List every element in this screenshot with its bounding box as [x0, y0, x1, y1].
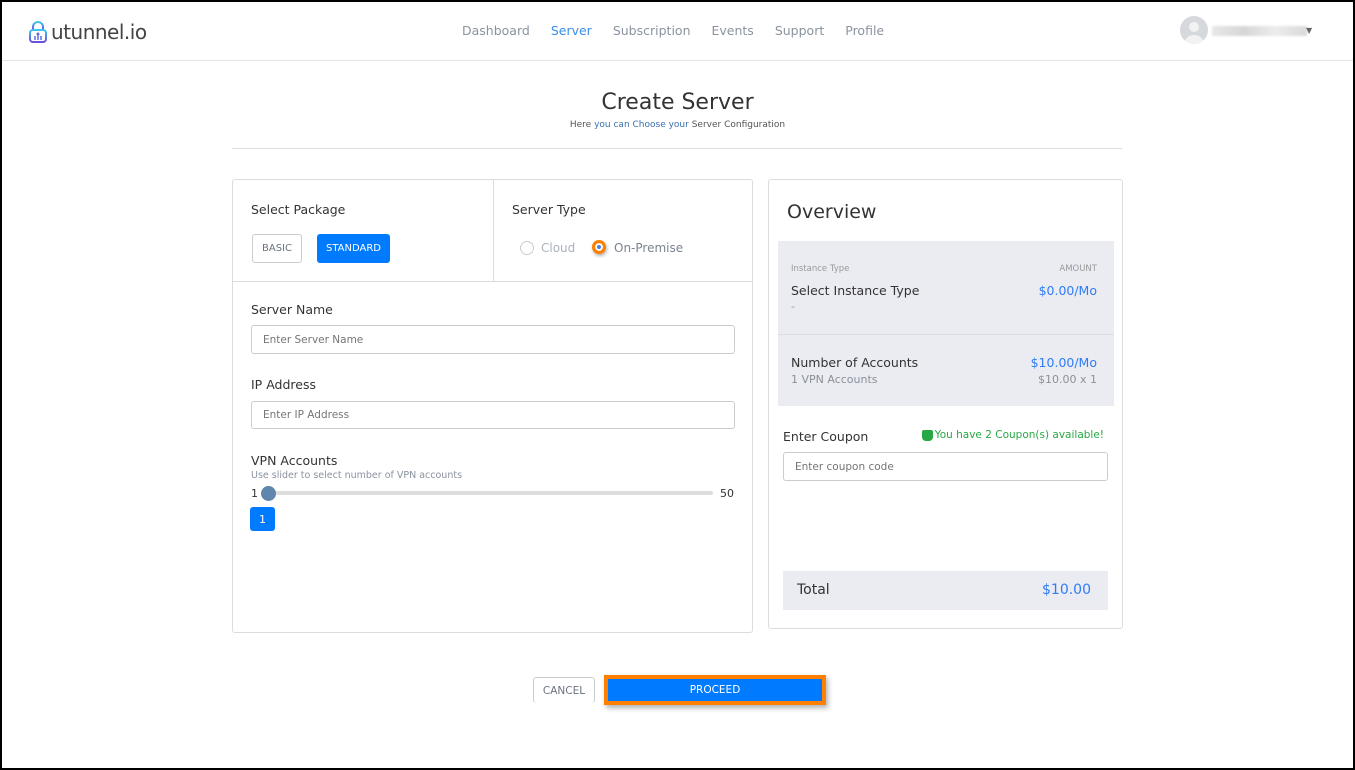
main-nav: Dashboard Server Subscription Events Sup…	[462, 23, 884, 38]
divider	[233, 281, 752, 282]
vpn-slider-track[interactable]	[262, 491, 713, 495]
avatar[interactable]	[1180, 16, 1208, 44]
coupon-tag-icon	[921, 429, 933, 441]
brand-name: utunnel.io	[51, 20, 147, 44]
vpn-hint: Use slider to select number of VPN accou…	[251, 470, 463, 481]
brand-logo[interactable]: utunnel.io	[29, 20, 147, 44]
instance-amount: $0.00/Mo	[1038, 283, 1097, 298]
cancel-button[interactable]: CANCEL	[533, 677, 595, 703]
total-row	[783, 571, 1108, 610]
total-label: Total	[797, 582, 830, 598]
server-name-label: Server Name	[251, 302, 333, 317]
accounts-label: Number of Accounts	[791, 355, 919, 370]
accounts-calc: $10.00 x 1	[1038, 373, 1097, 386]
slider-max: 50	[720, 487, 734, 500]
chevron-down-icon[interactable]: ▼	[1306, 26, 1313, 35]
nav-server[interactable]: Server	[550, 23, 592, 38]
accounts-sub: 1 VPN Accounts	[791, 373, 878, 386]
package-standard-button[interactable]: STANDARD	[317, 234, 390, 263]
coupon-label: Enter Coupon	[783, 429, 869, 444]
package-basic-button[interactable]: BASIC	[252, 234, 302, 263]
slider-value-tooltip: 1	[250, 507, 275, 531]
nav-subscription[interactable]: Subscription	[612, 23, 691, 38]
vpn-slider-handle[interactable]	[261, 486, 276, 501]
coupon-available[interactable]: You have 2 Coupon(s) available!	[921, 429, 1104, 441]
instance-type-value: Select Instance Type	[791, 283, 920, 298]
nav-support[interactable]: Support	[774, 23, 825, 38]
user-name-redacted[interactable]	[1212, 26, 1307, 36]
nav-dashboard[interactable]: Dashboard	[462, 23, 530, 38]
top-navbar	[2, 2, 1353, 61]
page-subtitle: Here you can Choose your Server Configur…	[569, 120, 786, 130]
divider	[493, 180, 494, 281]
radio-on-premise[interactable]	[592, 240, 606, 254]
proceed-button[interactable]: PROCEED	[604, 675, 826, 705]
coupon-available-text: You have 2 Coupon(s) available!	[934, 429, 1104, 441]
nav-profile[interactable]: Profile	[845, 23, 885, 38]
accounts-amount: $10.00/Mo	[1030, 355, 1097, 370]
ip-label: IP Address	[251, 377, 316, 392]
server-name-input[interactable]	[251, 325, 735, 354]
vpn-label: VPN Accounts	[251, 453, 338, 468]
col-amount: AMOUNT	[1059, 264, 1097, 274]
overview-title: Overview	[787, 201, 877, 223]
server-type-label: Server Type	[512, 202, 586, 217]
divider	[232, 148, 1122, 149]
col-instance-type: Instance Type	[791, 264, 850, 274]
divider	[778, 334, 1114, 335]
instance-sub: -	[791, 300, 795, 313]
overview-summary	[778, 241, 1114, 406]
lock-logo-icon	[29, 21, 47, 43]
radio-cloud[interactable]	[520, 241, 534, 255]
ip-address-input[interactable]	[251, 401, 735, 429]
slider-min: 1	[251, 487, 258, 500]
radio-on-premise-label[interactable]: On-Premise	[614, 241, 684, 255]
coupon-input[interactable]	[783, 452, 1108, 481]
package-label: Select Package	[251, 202, 346, 217]
page-title: Create Server	[601, 90, 754, 115]
nav-events[interactable]: Events	[711, 23, 754, 38]
total-value: $10.00	[1042, 582, 1091, 598]
radio-cloud-label[interactable]: Cloud	[541, 241, 576, 255]
